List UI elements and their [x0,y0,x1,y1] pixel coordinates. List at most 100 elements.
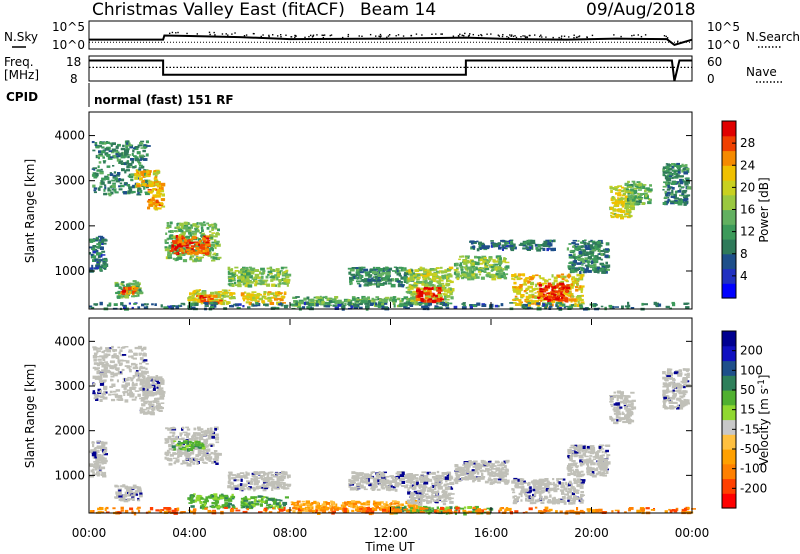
heatmap-cell [514,275,519,279]
heatmap-cell [186,251,190,255]
heatmap-cell [132,184,135,188]
heatmap-cell [617,197,620,199]
heatmap-cell [227,475,231,479]
heatmap-cell [206,227,210,230]
noise-panel: N.Sky N.Search 10^5 10^0 10^5 10^0 [4,20,800,52]
heatmap-cell [584,270,587,274]
heatmap-cell [251,303,255,307]
heatmap-cell [92,473,98,476]
heatmap-cell [213,252,216,255]
heatmap-cell [295,296,300,298]
heatmap-cell [459,266,464,269]
heatmap-cell [585,253,589,256]
heatmap-cell [144,175,148,178]
heatmap-cell [536,302,541,305]
nsky-point [524,35,526,37]
nsky-point [196,33,199,35]
heatmap-cell [437,270,441,274]
heatmap-cell [110,151,115,154]
heatmap-cell [135,493,139,496]
heatmap-cell [296,304,302,308]
heatmap-cell [526,247,530,249]
heatmap-cell [481,246,485,249]
heatmap-cell [549,239,552,243]
heatmap-cell [129,291,132,295]
heatmap-cell [431,269,435,272]
heatmap-cell [134,146,139,151]
heatmap-cell [120,152,123,156]
heatmap-cell [198,458,202,461]
heatmap-cell [135,370,139,372]
heatmap-cell [413,298,418,302]
heatmap-cell [274,294,277,297]
heatmap-cell [156,191,160,195]
heatmap-cell [459,255,462,258]
heatmap-cell [267,270,273,274]
heatmap-cell [630,307,635,309]
heatmap-cell [309,303,313,306]
heatmap-cell [140,157,144,161]
heatmap-cell [97,165,100,169]
heatmap-cell [259,475,264,479]
heatmap-cell [404,267,407,270]
heatmap-cell [92,245,97,248]
heatmap-cell [638,182,642,186]
heatmap-cell [168,230,171,233]
heatmap-cell [563,284,566,287]
heatmap-cell [233,478,237,482]
heatmap-cell [488,256,493,260]
heatmap-cell [168,237,173,240]
heatmap-cell [97,388,101,392]
heatmap-cell [153,202,156,205]
heatmap-cell [403,278,407,282]
heatmap-cell [124,149,129,153]
heatmap-cell [117,290,121,294]
heatmap-cell [403,267,406,271]
heatmap-cell [488,256,493,258]
heatmap-cell [348,271,352,274]
heatmap-cell [145,367,148,370]
heatmap-cell [129,386,135,390]
heatmap-cell [600,258,603,261]
heatmap-cell [182,224,187,227]
heatmap-cell [108,150,113,153]
heatmap-cell [134,281,140,285]
heatmap-cell [151,189,154,192]
heatmap-cell [127,175,132,178]
heatmap-cell [438,287,441,291]
heatmap-cell [544,287,548,292]
heatmap-cell [384,302,388,305]
heatmap-cell [514,295,518,298]
heatmap-cell [555,303,558,307]
nsky-point [502,33,504,36]
heatmap-cell [549,243,553,246]
heatmap-cell [467,277,471,281]
heatmap-cell [165,427,169,430]
heatmap-cell [198,439,201,441]
heatmap-cell [379,276,383,279]
heatmap-cell [132,366,138,370]
heatmap-cell [287,474,291,478]
heatmap-cell [326,297,331,302]
nsky-point [469,33,471,35]
heatmap-cell [528,276,533,279]
heatmap-cell [615,216,619,218]
heatmap-cell [279,282,282,285]
heatmap-cell [232,506,236,509]
heatmap-cell [478,243,483,245]
heatmap-cell [492,259,496,263]
heatmap-cell [210,246,214,250]
heatmap-cell [387,278,393,282]
heatmap-cell [174,247,177,251]
heatmap-cell [189,298,192,301]
heatmap-cell [547,282,552,285]
nsky-point [486,33,488,35]
heatmap-cell [642,185,646,189]
heatmap-cell [517,287,522,291]
heatmap-cell [507,245,511,248]
heatmap-cell [568,273,571,277]
heatmap-cell [664,190,667,194]
heatmap-cell [136,174,141,177]
